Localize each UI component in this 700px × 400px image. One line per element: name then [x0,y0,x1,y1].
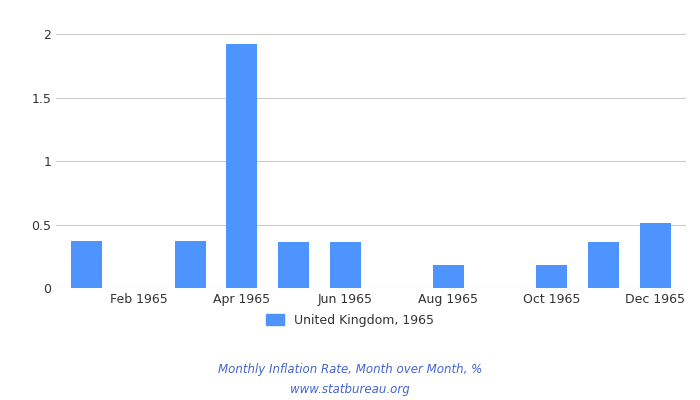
Legend: United Kingdom, 1965: United Kingdom, 1965 [260,309,440,332]
Bar [175,241,206,288]
Bar [433,265,464,288]
Bar [588,242,619,288]
Bar [278,242,309,288]
Text: www.statbureau.org: www.statbureau.org [290,384,410,396]
Bar [226,44,258,288]
Bar [71,241,102,288]
Bar [330,242,360,288]
Text: Monthly Inflation Rate, Month over Month, %: Monthly Inflation Rate, Month over Month… [218,364,482,376]
Bar [536,265,567,288]
Bar [640,223,671,288]
